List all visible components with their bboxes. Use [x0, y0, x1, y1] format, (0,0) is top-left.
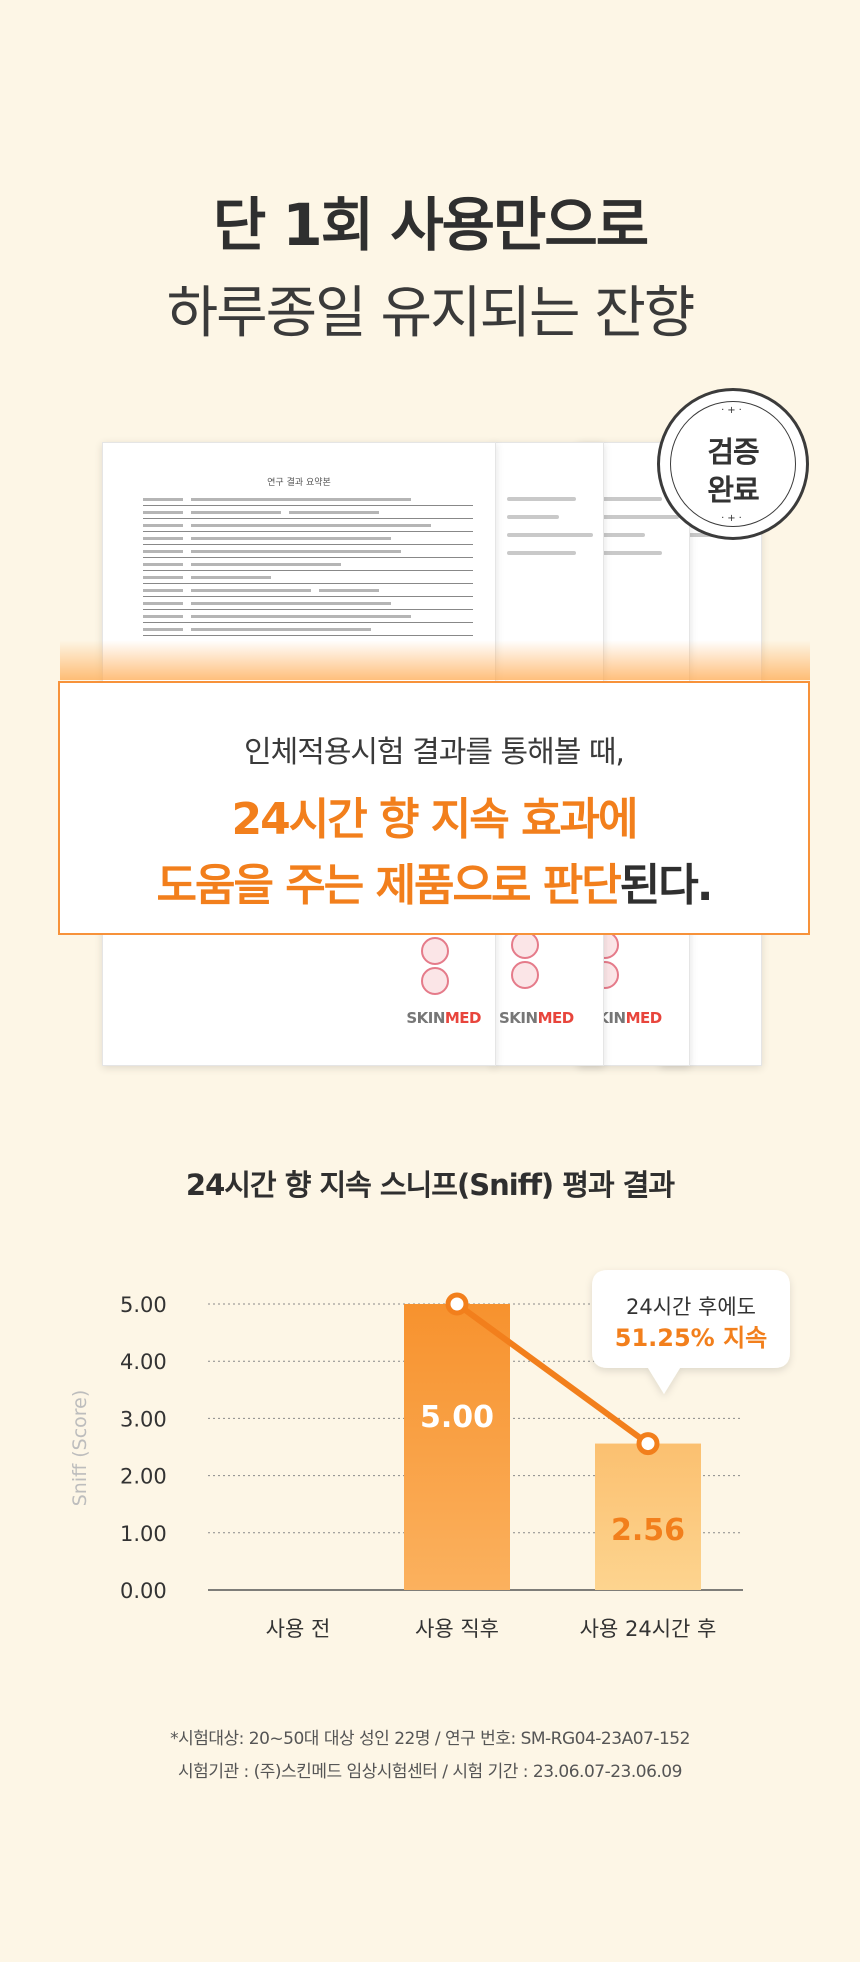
- y-tick-label: 5.00: [120, 1293, 167, 1317]
- callout-line3-tail: 된다.: [619, 860, 714, 911]
- callout-line3: 도움을 주는 제품으로 판단된다.: [60, 849, 808, 913]
- footnote-line2: 시험기관 : (주)스킨메드 임상시험센터 / 시험 기간 : 23.06.07…: [178, 1762, 682, 1782]
- skinmed-logo: SKINMED: [499, 1009, 574, 1027]
- annotation-line2: 51.25% 지속: [615, 1324, 767, 1352]
- bar-value-label: 2.56: [611, 1513, 685, 1548]
- skinmed-logo: SKINMED: [406, 1009, 481, 1027]
- stamp-line1: 검증: [707, 435, 759, 469]
- stamp-dots-bottom: ·+·: [721, 513, 745, 524]
- stamp-dots-top: ·+·: [721, 405, 745, 416]
- document-table: [143, 493, 473, 636]
- bar: [404, 1304, 510, 1590]
- headline-line1: 단 1회 사용만으로: [212, 191, 649, 259]
- result-callout: 인체적용시험 결과를 통해볼 때, 24시간 향 지속 효과에 도움을 주는 제…: [58, 681, 810, 935]
- trend-point: [445, 1292, 469, 1316]
- callout-line2: 24시간 향 지속 효과에: [231, 794, 638, 845]
- seal-icon: [511, 931, 539, 959]
- trend-point: [636, 1432, 660, 1456]
- y-tick-label: 0.00: [120, 1579, 167, 1603]
- sniff-bar-chart: 0.00 1.00 2.00 3.00 4.00 5.00 Sniff (Score) 사용 …: [69, 1270, 790, 1641]
- callout-line3-highlight: 도움을 주는 제품으로 판단: [156, 860, 622, 911]
- chart-title: 24시간 향 지속 스니프(Sniff) 평과 결과: [185, 1168, 675, 1202]
- y-tick-label: 3.00: [120, 1407, 167, 1431]
- annotation-line1: 24시간 후에도: [626, 1295, 756, 1319]
- x-tick-label: 사용 24시간 후: [580, 1617, 717, 1641]
- trend-line: [454, 1301, 651, 1447]
- stamp-line2: 완료: [707, 473, 759, 507]
- y-tick-label: 4.00: [120, 1350, 167, 1374]
- headline-line2: 하루종일 유지되는 잔향: [166, 281, 696, 346]
- seal-icon: [421, 967, 449, 995]
- y-tick-label: 1.00: [120, 1522, 167, 1546]
- seal-icon: [511, 961, 539, 989]
- highlight-glow: [60, 640, 810, 680]
- y-tick-label: 2.00: [120, 1465, 167, 1489]
- seal-icon: [421, 937, 449, 965]
- annotation-bubble: [592, 1270, 790, 1394]
- callout-line1: 인체적용시험 결과를 통해볼 때,: [244, 735, 625, 770]
- verified-stamp: ·+· 검증 완료 ·+·: [657, 388, 809, 540]
- document-title: 연구 결과 요약본: [267, 478, 331, 488]
- bar: [595, 1443, 701, 1590]
- bar-value-label: 5.00: [420, 1400, 494, 1435]
- x-tick-label: 사용 직후: [415, 1617, 499, 1641]
- footnote-line1: *시험대상: 20~50대 대상 성인 22명 / 연구 번호: SM-RG04…: [170, 1729, 690, 1749]
- x-tick-label: 사용 전: [266, 1617, 331, 1641]
- y-axis-label: Sniff (Score): [69, 1390, 91, 1507]
